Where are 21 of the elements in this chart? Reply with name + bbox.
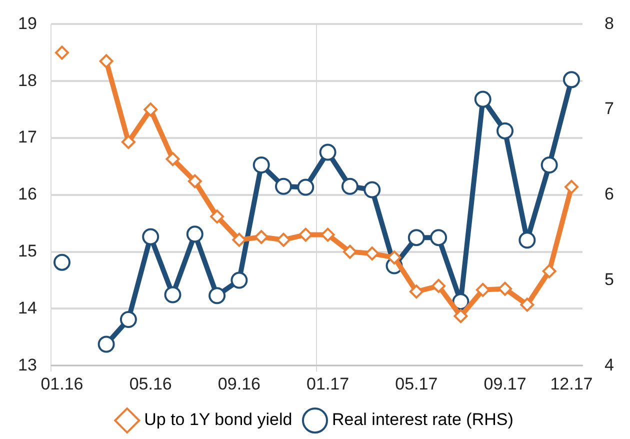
x-tick-label: 09.17 <box>484 374 526 394</box>
y2-tick-label: 7 <box>604 99 614 118</box>
x-tick-label: 05.17 <box>395 374 438 394</box>
x-tick-label: 05.16 <box>129 374 172 394</box>
y-tick-label: 17 <box>18 128 37 147</box>
x-tick-label: 12.17 <box>550 374 593 394</box>
y-tick-label: 14 <box>18 298 37 318</box>
x-tick-label: 01.16 <box>40 374 84 394</box>
x-tick-label: 01.17 <box>306 374 350 394</box>
y-tick-label: 15 <box>18 241 37 260</box>
y-tick-label: 16 <box>18 184 37 204</box>
x-tick-label: 09.16 <box>218 374 260 394</box>
legend-label: Up to 1Y bond yield <box>144 410 292 430</box>
y2-tick-label: 6 <box>604 184 614 204</box>
y-tick-label: 18 <box>18 70 37 90</box>
y2-tick-label: 4 <box>604 355 614 374</box>
y-tick-label: 13 <box>18 355 37 374</box>
y-tick-label: 19 <box>18 14 37 33</box>
y2-tick-label: 8 <box>604 14 614 33</box>
legend-label: Real interest rate (RHS) <box>332 410 514 430</box>
y2-tick-label: 5 <box>604 270 614 289</box>
